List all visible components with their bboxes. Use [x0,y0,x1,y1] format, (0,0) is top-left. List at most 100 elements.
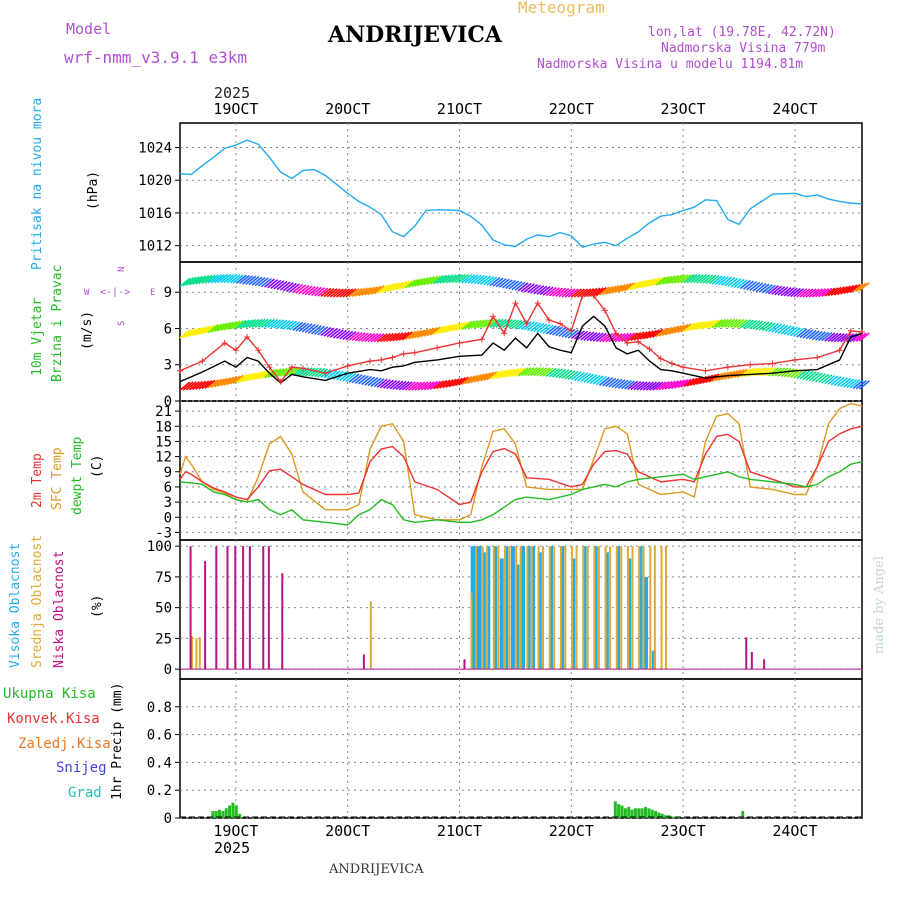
wind-barb [185,381,197,391]
wind-barb [395,380,407,391]
wind-barb [292,321,304,331]
wind-barb [552,326,564,336]
wind-barb [251,371,263,381]
wind-barb [558,369,570,379]
wind-barb [345,372,357,383]
wind-barb [420,381,432,391]
wind-barb [611,333,623,343]
wind-barb [508,319,520,329]
wind-barb [417,277,429,287]
gust-marker [344,362,351,369]
wind-barb [608,285,620,295]
wind-barb [357,332,369,342]
wind-barb [411,329,423,340]
wind-barb [198,275,210,285]
cloud-bar [510,546,515,670]
wind-barb [658,327,670,337]
wind-barb [702,374,714,384]
wind-barb [705,373,717,384]
low-cloud-label: Niska Oblacnost [52,550,67,668]
wind-barb [483,276,495,286]
y-tick-label: 12 [155,450,172,466]
cloud-bar [530,546,533,670]
wind-barb [429,326,441,336]
wind-barb [533,322,545,333]
wind-barb [567,288,579,298]
wind-barb [442,323,454,334]
wind-barb [498,278,510,288]
wind-barb [843,378,855,388]
wind-barb [213,274,225,284]
wind-barb [260,277,272,288]
wind-barb [786,326,798,336]
cloud-bar [571,558,576,670]
x-tick-label-bottom: 19OCT [213,822,258,840]
wind-barb [664,380,676,390]
compass-n: N [117,266,127,272]
wind-barb [285,367,297,377]
y-tick-label: 50 [155,601,172,617]
wind-barb [664,275,676,285]
wind-barb [386,379,398,390]
wind-barb [824,287,836,297]
gust-marker [523,320,530,327]
wind-barb [833,332,845,343]
wind-barb [238,319,250,329]
y-tick-label: 6 [164,480,172,496]
y-tick-label: 0 [164,662,172,678]
cloud-bar [215,546,218,670]
wind-barb [548,287,560,297]
wind-barb [699,274,711,284]
wind-barb [458,376,470,386]
wind-barb [398,331,410,341]
wind-barb [301,367,313,377]
wind-barb [448,378,460,388]
wind-barb [602,377,614,387]
cloud-bar [281,573,284,670]
wind-barb [749,281,761,292]
wind-barb [758,321,770,331]
x-tick-label-top: 20OCT [325,100,370,118]
wind-barb [633,381,645,391]
wind-barb [802,288,814,298]
wind-barb [686,377,698,387]
wind-barb [264,278,276,288]
wind-barb [796,328,808,338]
wind-barb [232,374,244,385]
wind-barb [514,367,526,377]
wind-barb [583,331,595,341]
wind-barb [793,327,805,337]
precip-label-total: Ukupna Kisa [3,686,96,702]
precip-bar [741,811,745,818]
wind-barb [257,370,269,380]
precip-bar [643,806,647,818]
wind-barb [307,286,319,296]
gust-marker [747,361,754,368]
cloud-bar [486,546,489,670]
wind-barb [182,328,194,339]
wind-barb [314,287,326,297]
gust-marker [255,347,262,354]
wind-barb [742,319,754,329]
wind-barb [658,276,670,286]
gust-marker [400,350,407,357]
wind-barb [811,330,823,341]
wind-barb [783,325,795,336]
wind-barb [617,379,629,389]
wind-barb [464,274,476,284]
precip-bar [657,812,661,818]
x-tick-label-bottom: 22OCT [549,822,594,840]
wind-barb [855,282,867,292]
wind-barb [439,324,451,334]
y-tick-label: 3 [164,495,172,511]
wind-barb [680,378,692,388]
wind-barb [849,283,861,294]
wind-barb [292,283,304,294]
wind-barb [843,284,855,295]
wind-barb [401,279,413,290]
wind-barb [470,274,482,284]
wind-barb [207,324,219,334]
wind-barb [661,380,673,391]
precip-bar [234,805,238,818]
wind-barb [602,285,614,296]
